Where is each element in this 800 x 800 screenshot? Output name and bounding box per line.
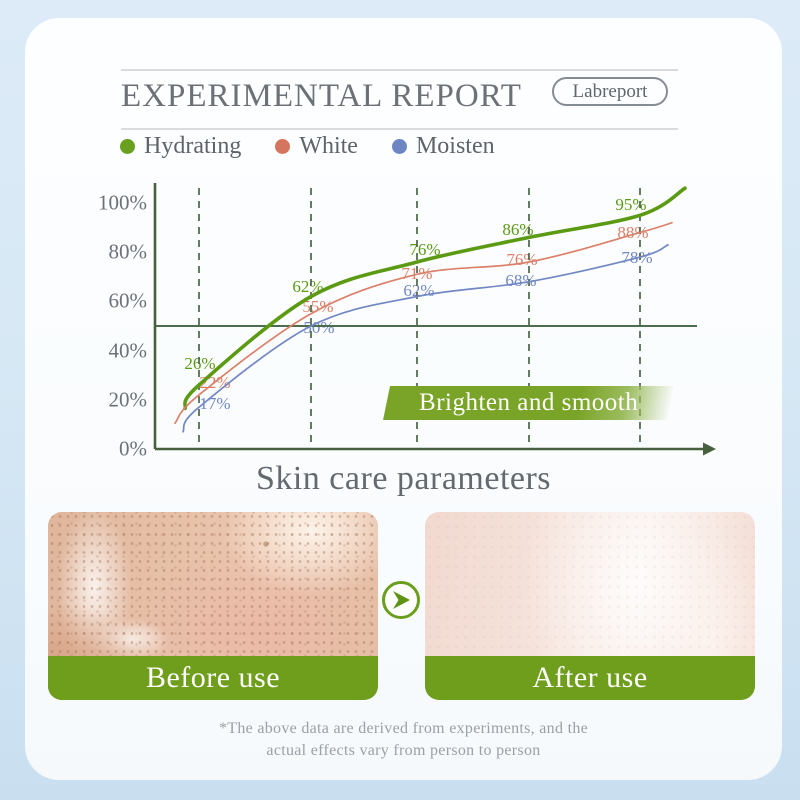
legend-item-hydrating: Hydrating (120, 133, 241, 160)
y-tick-label: 80% (108, 239, 148, 264)
data-label-moisten: 50% (303, 318, 335, 337)
series-curves (174, 186, 687, 433)
data-label-moisten: 78% (621, 248, 653, 268)
data-label-hydrating: 26% (184, 354, 216, 374)
legend-label: White (299, 132, 358, 159)
y-tick-label: 60% (108, 288, 148, 313)
data-label-white: 22% (199, 372, 231, 392)
curve-white (174, 221, 673, 425)
disclaimer-line-1: *The above data are derived from experim… (218, 720, 589, 737)
brighten-banner-label: Brighten and smooth (419, 389, 639, 416)
x-axis-arrow-icon (703, 442, 716, 456)
legend-item-white: White (275, 133, 358, 160)
disclaimer-text: *The above data are derived from experim… (25, 718, 782, 762)
report-card: EXPERIMENTAL REPORT Labreport Hydrating W… (25, 18, 782, 780)
data-label-hydrating: 62% (292, 277, 324, 297)
data-label-white: 88% (617, 222, 649, 242)
header-bottom-rule (121, 128, 678, 130)
legend-label: Hydrating (144, 132, 242, 159)
data-label-white: 76% (506, 250, 538, 270)
data-label-hydrating: 76% (409, 240, 441, 260)
chart-legend: Hydrating White Moisten (120, 131, 495, 161)
x-axis-title: Skin care parameters (255, 460, 552, 497)
y-tick-label: 100% (98, 190, 147, 215)
labreport-badge: Labreport (552, 77, 668, 106)
before-label-bar: Before use (48, 656, 378, 700)
data-label-white: 55% (302, 296, 334, 316)
disclaimer-line-2: actual effects vary from person to perso… (266, 742, 541, 759)
y-tick-label: 20% (108, 387, 148, 412)
legend-dot-icon (120, 138, 135, 154)
data-label-moisten: 68% (505, 270, 537, 290)
y-tick-label: 40% (108, 338, 148, 363)
after-label-bar: After use (425, 656, 755, 700)
before-photo: Before use (48, 512, 378, 700)
header-top-rule (121, 69, 678, 71)
legend-item-moisten: Moisten (391, 132, 495, 160)
after-photo: After use (425, 512, 755, 700)
data-label-moisten: 62% (403, 281, 435, 301)
legend-label: Moisten (415, 132, 495, 159)
curve-moisten (182, 243, 669, 433)
legend-dot-icon (391, 138, 407, 154)
data-label-white: 71% (401, 264, 433, 284)
curve-hydrating (183, 186, 687, 411)
data-label-hydrating: 86% (502, 220, 534, 240)
chevron-right-icon (382, 581, 420, 619)
data-label-hydrating: 95% (615, 195, 647, 215)
y-tick-label: 0% (119, 436, 147, 461)
legend-dot-icon (275, 138, 291, 154)
vertical-gridlines (198, 188, 641, 449)
data-label-moisten: 17% (199, 394, 231, 414)
brighten-banner: Brighten and smooth (383, 386, 674, 420)
page-title: EXPERIMENTAL REPORT (121, 78, 522, 114)
